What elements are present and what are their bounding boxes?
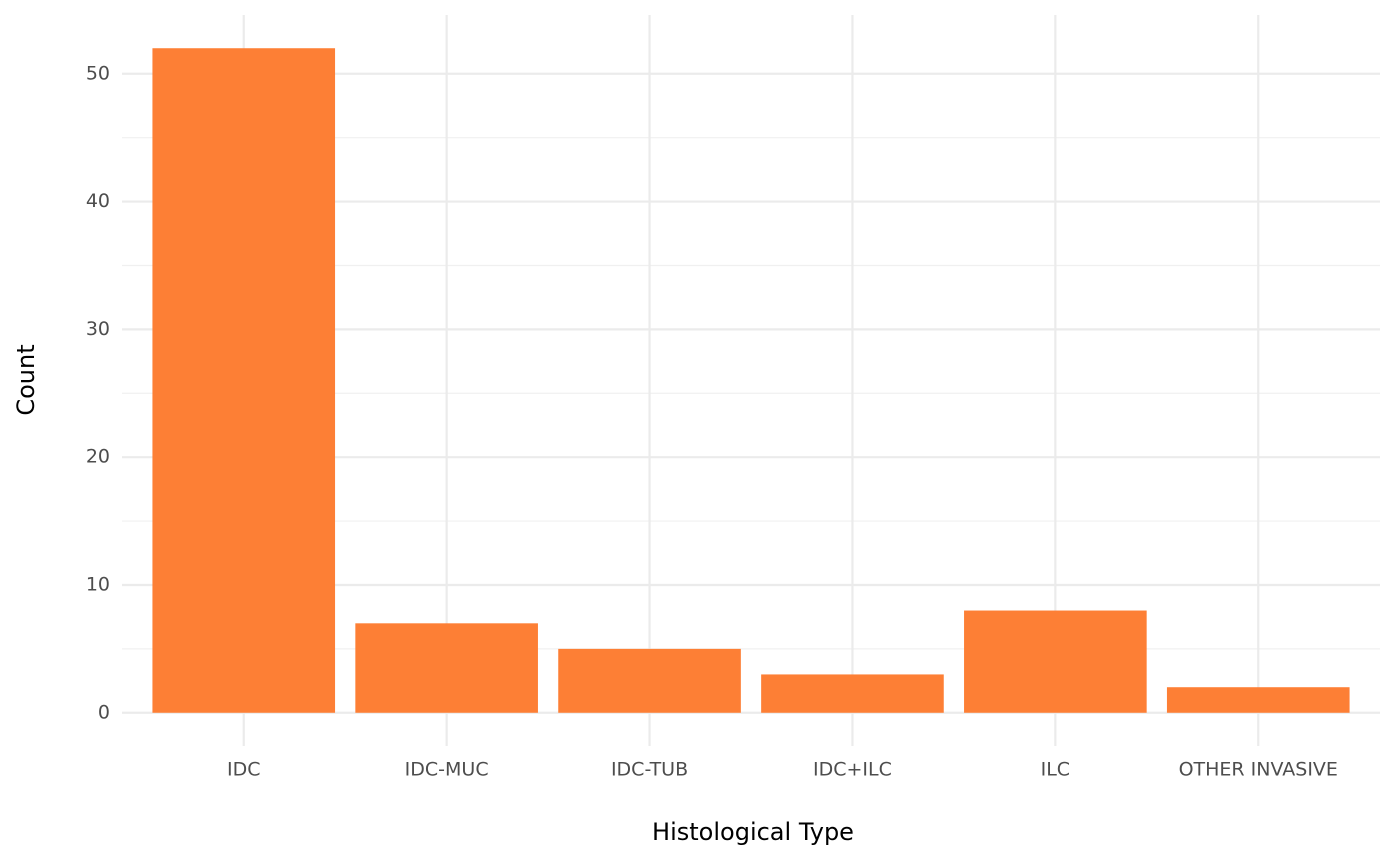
bar bbox=[964, 610, 1147, 713]
x-tick-label: IDC bbox=[227, 759, 261, 781]
bar bbox=[761, 674, 944, 713]
y-tick-label: 20 bbox=[86, 446, 110, 468]
x-tick-label: IDC+ILC bbox=[813, 759, 892, 781]
x-tick-label: OTHER INVASIVE bbox=[1179, 759, 1338, 781]
y-tick-label: 40 bbox=[86, 190, 110, 212]
bar bbox=[1166, 687, 1350, 713]
y-tick-label: 50 bbox=[86, 62, 110, 84]
y-tick-label: 0 bbox=[98, 701, 110, 723]
y-tick-label: 10 bbox=[86, 573, 110, 595]
x-tick-label: IDC-MUC bbox=[405, 759, 489, 781]
bar bbox=[558, 648, 741, 713]
bar bbox=[152, 48, 336, 713]
bar bbox=[355, 623, 538, 713]
y-tick-label: 30 bbox=[86, 318, 110, 340]
y-axis-title: Count bbox=[12, 344, 40, 415]
x-axis-title: Histological Type bbox=[652, 818, 854, 846]
x-tick-label: ILC bbox=[1041, 759, 1070, 781]
x-tick-label: IDC-TUB bbox=[611, 759, 688, 781]
